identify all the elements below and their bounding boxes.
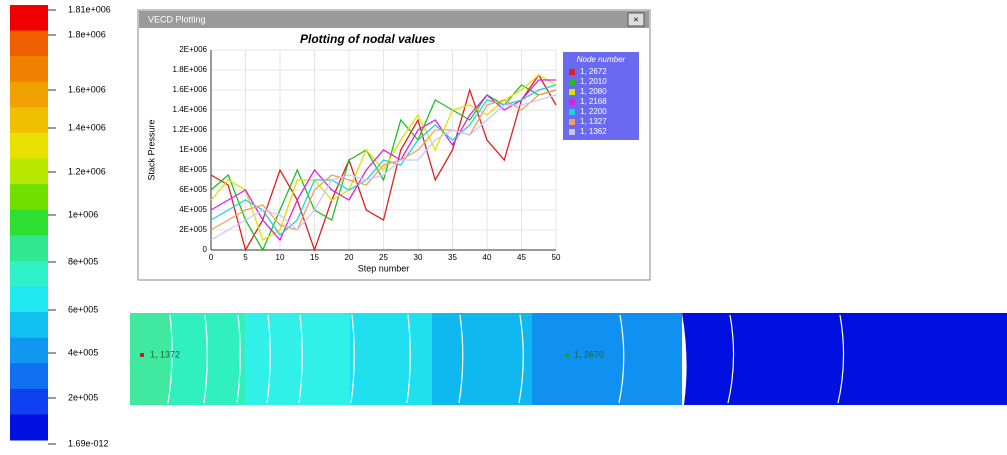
color-band [10, 414, 48, 441]
color-band [10, 30, 48, 57]
y-tick-label: 0 [203, 245, 208, 254]
x-tick-label: 30 [414, 253, 423, 262]
legend-box [563, 52, 639, 140]
colorbar-label: 1e+006 [68, 209, 98, 219]
colorbar-label: 2e+005 [68, 392, 98, 402]
x-tick-label: 35 [448, 253, 457, 262]
color-band [10, 312, 48, 339]
x-axis-label: Step number [358, 263, 410, 273]
legend-swatch [569, 89, 575, 95]
legend-label: 1, 2010 [580, 77, 607, 86]
plot-window: VECD Plotting × Plotting of nodal values… [137, 9, 651, 281]
colorbar-label: 1.81e+006 [68, 4, 111, 14]
contour-strip: 1, 1372 1, 2670 [130, 313, 1007, 405]
window-title: VECD Plotting [148, 14, 206, 24]
color-band [10, 209, 48, 236]
x-tick-label: 40 [483, 253, 492, 262]
y-tick-label: 1E+006 [179, 145, 207, 154]
colorbar-label: 6e+005 [68, 304, 98, 314]
color-band [10, 363, 48, 390]
series-line [210, 84, 557, 236]
color-band [10, 107, 48, 134]
color-band [10, 132, 48, 160]
x-tick-label: 50 [552, 253, 561, 262]
legend-label: 1, 2200 [580, 107, 607, 116]
series-line [210, 73, 557, 252]
colorbar-label: 8e+005 [68, 256, 98, 266]
series-line [210, 94, 557, 241]
close-button[interactable] [627, 12, 645, 27]
legend-label: 1, 1362 [580, 127, 607, 136]
x-tick-label: 5 [243, 253, 248, 262]
colorbar-label: 4e+005 [68, 347, 98, 357]
y-tick-label: 2E+006 [179, 45, 207, 54]
chart-title: Plotting of nodal values [300, 32, 436, 46]
close-icon[interactable]: × [633, 14, 638, 24]
x-tick-label: 25 [379, 253, 388, 262]
node-label: 1, 1372 [150, 349, 180, 359]
y-tick-label: 6E+005 [179, 185, 207, 194]
colorbar-label: 1.4e+006 [68, 122, 106, 132]
colorbar-label: 1.2e+006 [68, 166, 106, 176]
y-tick-label: 1.4E+006 [173, 105, 208, 114]
legend-label: 1, 2672 [580, 67, 607, 76]
y-tick-label: 1.8E+006 [173, 65, 208, 74]
y-axis-label: Stack Pressure [146, 119, 156, 180]
legend-title: Node number [577, 55, 626, 64]
x-tick-label: 15 [310, 253, 319, 262]
legend-label: 1, 2080 [580, 87, 607, 96]
color-band [10, 388, 48, 415]
legend-swatch [569, 99, 575, 105]
x-tick-label: 0 [209, 253, 214, 262]
color-band [10, 337, 48, 364]
color-band [10, 184, 48, 211]
x-tick-label: 20 [345, 253, 354, 262]
color-band [10, 56, 48, 83]
chart: Plotting of nodal values Step number Stack… [146, 32, 639, 273]
node-label: 1, 2670 [574, 349, 604, 359]
legend-swatch [569, 69, 575, 75]
y-tick-label: 1.6E+006 [173, 85, 208, 94]
y-tick-label: 8E+005 [179, 165, 207, 174]
series-line [210, 79, 556, 242]
color-band [10, 158, 48, 185]
legend-label: 1, 2168 [580, 97, 607, 106]
colorbar-label: 1.69e-012 [68, 438, 109, 448]
color-band [10, 81, 48, 108]
colorbar-label: 1.8e+006 [68, 29, 106, 39]
color-band [10, 286, 48, 313]
colorbar-label: 1.6e+006 [68, 84, 106, 94]
color-band [10, 235, 48, 262]
color-band [10, 260, 48, 287]
colorbar: 1.81e+006 1.8e+006 1.6e+006 1.4e+006 1.2e+00… [10, 4, 111, 448]
color-band [10, 5, 48, 32]
y-tick-label: 2E+005 [179, 225, 207, 234]
x-tick-label: 10 [276, 253, 285, 262]
legend-swatch [569, 79, 575, 85]
x-tick-label: 45 [517, 253, 526, 262]
legend-swatch [569, 119, 575, 125]
legend-swatch [569, 109, 575, 115]
legend-label: 1, 1327 [580, 117, 607, 126]
y-tick-label: 1.2E+006 [173, 125, 208, 134]
y-tick-label: 4E+005 [179, 205, 207, 214]
legend-swatch [569, 129, 575, 135]
